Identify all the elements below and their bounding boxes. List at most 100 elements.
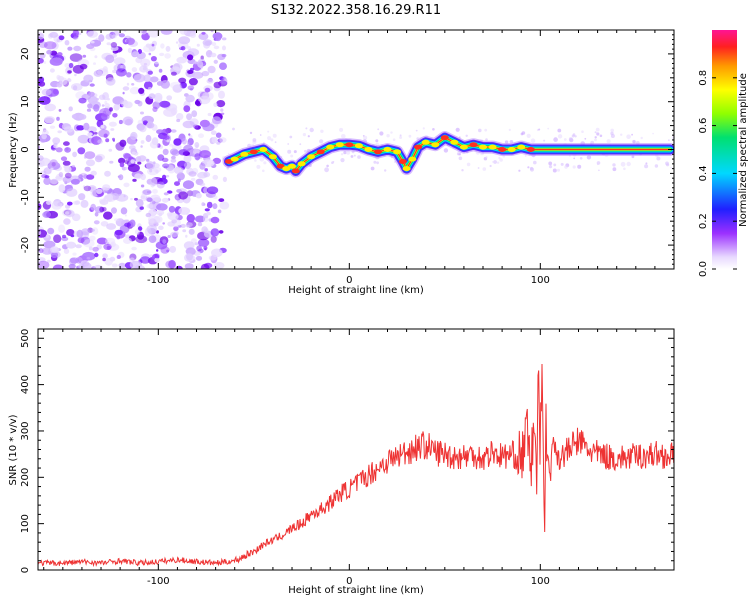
noise-speckle — [78, 97, 87, 104]
chart-title: S132.2022.358.16.29.R11 — [271, 3, 441, 18]
noise-speckle — [564, 165, 568, 169]
noise-speckle — [496, 161, 500, 164]
noise-speckle — [477, 167, 480, 169]
snr-panel: -100 0 100 0 100 200 300 400 500 Height of stra… — [8, 328, 675, 596]
noise-speckle — [49, 125, 56, 129]
noise-speckle — [563, 138, 567, 141]
noise-speckle — [180, 223, 186, 228]
noise-speckle — [86, 257, 91, 260]
noise-speckle — [227, 152, 230, 155]
noise-speckle — [62, 160, 71, 166]
noise-speckle — [203, 171, 211, 178]
noise-speckle — [189, 135, 193, 139]
noise-speckle — [262, 169, 265, 173]
noise-speckle — [665, 161, 669, 166]
noise-speckle — [130, 159, 135, 164]
noise-speckle — [42, 211, 52, 219]
noise-speckle — [182, 229, 187, 233]
noise-speckle — [63, 218, 71, 225]
noise-speckle — [170, 231, 179, 238]
noise-speckle — [65, 188, 78, 197]
noise-speckle — [102, 207, 107, 212]
colorbar: 0.0 0.2 0.4 0.6 0.8 Normalized spectral ampl… — [698, 30, 749, 277]
noise-speckle — [74, 73, 77, 77]
noise-speckle — [74, 200, 81, 205]
noise-speckle — [176, 118, 181, 123]
noise-speckle — [524, 154, 527, 157]
noise-speckle — [97, 139, 103, 144]
noise-speckle — [219, 76, 225, 81]
noise-speckle — [123, 182, 130, 188]
noise-speckle — [127, 47, 133, 54]
noise-speckle — [140, 195, 146, 199]
ridge-peak — [276, 163, 285, 169]
noise-speckle — [84, 166, 91, 172]
noise-speckle — [199, 150, 211, 159]
noise-speckle — [43, 167, 52, 175]
noise-speckle — [100, 125, 105, 129]
noise-speckle — [190, 177, 196, 181]
noise-speckle — [104, 257, 113, 266]
x-axis-label-bottom: Height of straight line (km) — [288, 585, 424, 596]
noise-speckle — [594, 138, 597, 142]
noise-speckle — [148, 52, 152, 56]
colorbar-gradient — [712, 30, 737, 269]
noise-speckle — [201, 31, 206, 35]
noise-speckle — [324, 167, 329, 173]
noise-speckle — [169, 143, 173, 147]
y-tick-label: -20 — [20, 237, 31, 253]
noise-speckle — [212, 203, 218, 210]
noise-speckle — [204, 208, 210, 212]
noise-speckle — [164, 53, 171, 59]
noise-speckle — [222, 45, 226, 51]
noise-speckle — [147, 30, 160, 38]
noise-speckle — [530, 138, 536, 143]
noise-speckle — [547, 127, 550, 130]
noise-speckle — [124, 118, 133, 126]
noise-speckle — [207, 112, 212, 117]
noise-speckle — [263, 161, 267, 165]
noise-speckle — [110, 42, 118, 48]
noise-speckle — [586, 155, 592, 160]
x-tick-label: -100 — [147, 275, 170, 286]
noise-speckle — [484, 128, 488, 132]
noise-speckle — [610, 128, 614, 133]
noise-speckle — [160, 246, 170, 254]
noise-speckle — [206, 78, 214, 84]
noise-speckle — [178, 191, 189, 200]
noise-speckle — [196, 43, 200, 47]
noise-speckle — [189, 32, 196, 38]
noise-speckle — [220, 112, 225, 116]
noise-speckle — [210, 216, 220, 224]
noise-speckle — [572, 165, 576, 169]
noise-speckle — [108, 148, 113, 152]
noise-speckle — [156, 203, 168, 211]
noise-speckle — [183, 105, 191, 113]
noise-speckle — [552, 168, 557, 173]
noise-speckle — [154, 95, 163, 103]
x-axis-top: -100 0 100 — [43, 30, 675, 286]
noise-speckle — [58, 184, 66, 193]
noise-speckle — [64, 147, 71, 153]
noise-speckle — [58, 35, 65, 41]
ridge-peak — [526, 147, 535, 152]
noise-speckle — [553, 137, 558, 142]
noise-speckle — [79, 63, 88, 70]
noise-speckle — [150, 194, 161, 202]
noise-speckle — [599, 134, 603, 138]
noise-speckle — [94, 212, 99, 217]
y-axis-label-top: Frequency (Hz) — [8, 112, 19, 188]
noise-speckle — [108, 121, 117, 127]
noise-speckle — [461, 169, 464, 172]
noise-speckle — [105, 138, 110, 143]
noise-speckle — [124, 222, 132, 227]
ridge-peak — [383, 147, 392, 152]
noise-speckle — [124, 159, 129, 165]
noise-speckle — [326, 164, 329, 168]
ridge-peak — [479, 144, 487, 150]
noise-speckle — [267, 136, 272, 141]
ridge-peak — [268, 154, 277, 160]
noise-speckle — [150, 56, 157, 62]
noise-speckle — [332, 161, 335, 163]
